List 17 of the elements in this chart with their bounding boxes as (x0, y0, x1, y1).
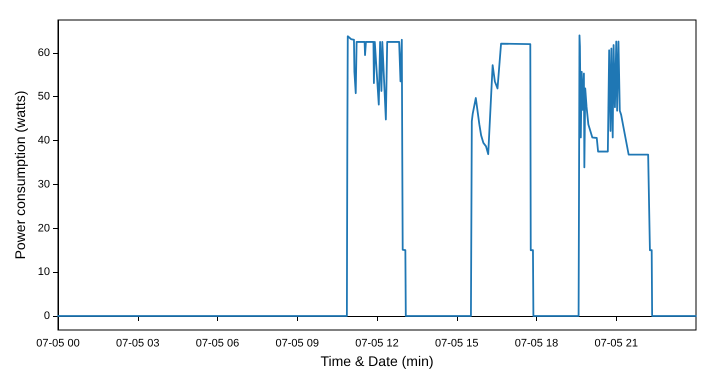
x-tick-label: 07-05 21 (594, 338, 638, 350)
y-tick-label: 30 (38, 178, 50, 190)
x-tick-label: 07-05 18 (514, 338, 558, 350)
y-tick-label: 40 (38, 134, 50, 147)
y-tick-label: 50 (38, 90, 50, 103)
x-tick-label: 07-05 12 (355, 338, 399, 350)
x-tick-label: 07-05 09 (276, 338, 319, 350)
x-tick-label: 07-05 15 (435, 338, 478, 350)
y-tick-label: 20 (38, 222, 50, 234)
y-axis-title: Power consumption (watts) (12, 90, 28, 260)
y-tick-label: 10 (38, 266, 50, 278)
x-tick-label: 07-05 00 (36, 338, 80, 350)
x-tick-label: 07-05 03 (116, 338, 160, 350)
y-tick-label: 60 (38, 46, 50, 59)
x-axis-title: Time & Date (min) (320, 352, 434, 369)
y-tick-label: 0 (44, 310, 50, 322)
x-tick-label: 07-05 06 (196, 338, 240, 350)
